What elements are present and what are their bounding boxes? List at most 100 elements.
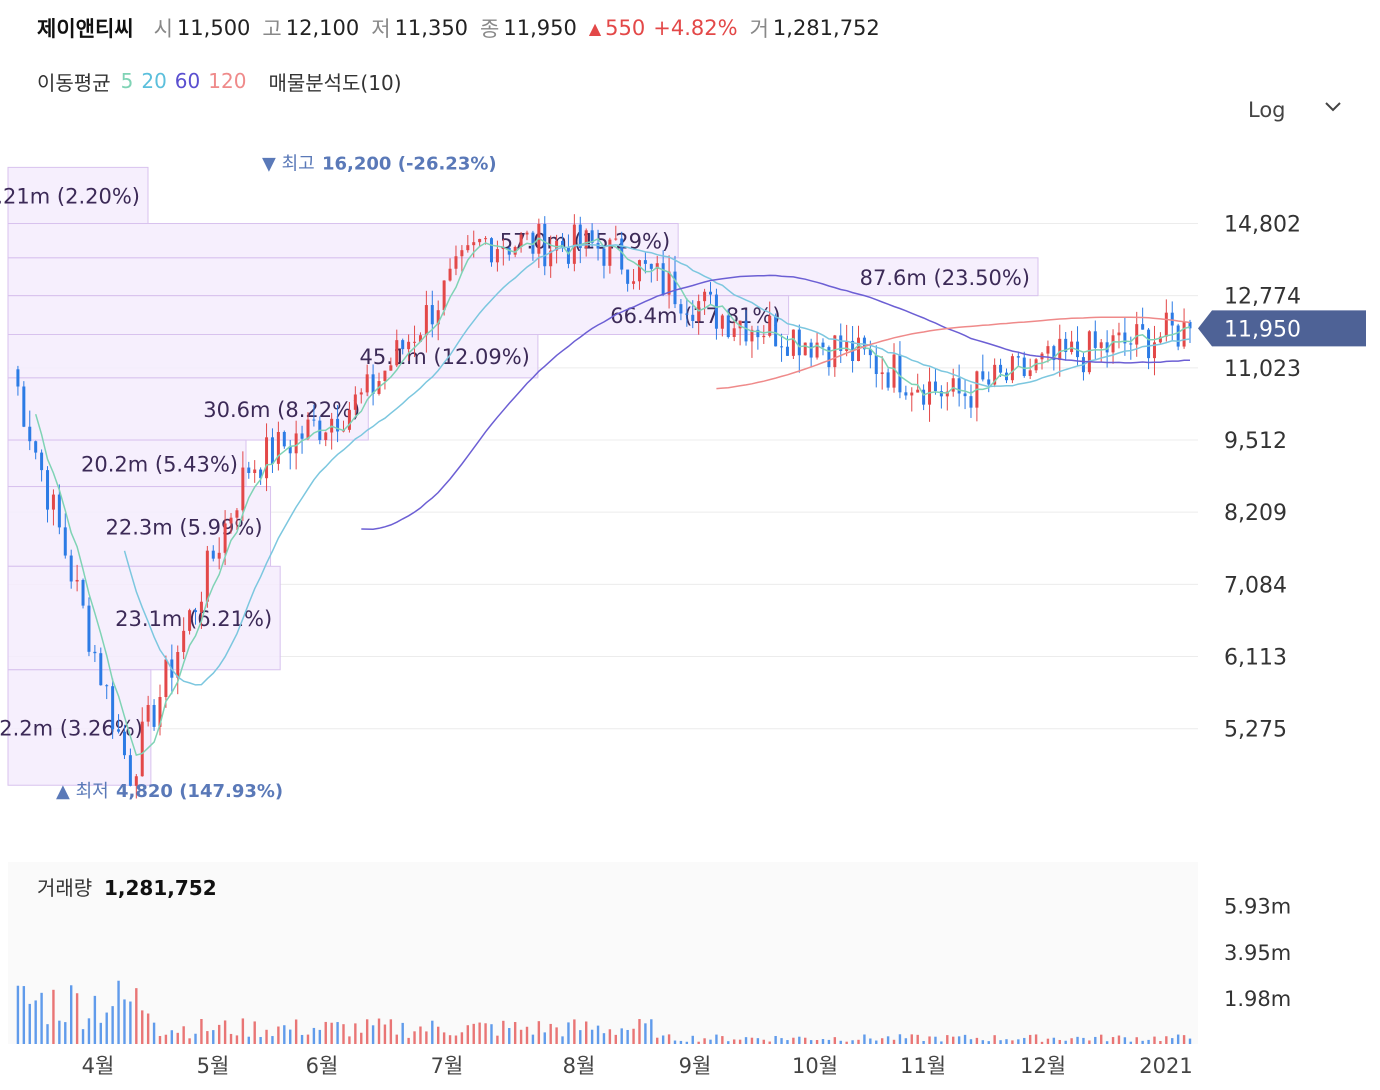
candle-body [939, 391, 943, 397]
candle-body [407, 341, 411, 350]
volume-profile-label: 8.21m (2.20%) [0, 184, 140, 208]
candle-body [1123, 332, 1127, 344]
volume-bar [780, 1038, 783, 1044]
y-tick-label: 7,084 [1224, 573, 1287, 598]
volume-bar [744, 1037, 748, 1044]
volume-bar [253, 1021, 256, 1044]
volume-bar [312, 1027, 316, 1044]
candle-body [732, 328, 736, 337]
candle-body [140, 721, 144, 777]
scale-mode-label[interactable]: Log [1248, 98, 1286, 122]
candle-body [448, 268, 452, 281]
open-value: 11,500 [176, 16, 251, 40]
volume-bar [1165, 1036, 1168, 1044]
candle-body [880, 372, 884, 375]
volume-bar [306, 1034, 310, 1044]
y-tick-label: 9,512 [1224, 429, 1287, 454]
candle-body [1028, 370, 1032, 376]
x-tick-label: 11월 [900, 1054, 946, 1078]
volume-bar [330, 1022, 333, 1044]
volume-bar [508, 1028, 511, 1044]
candle-body [1034, 359, 1038, 371]
candle-body [590, 230, 594, 243]
candle-body [395, 340, 399, 366]
volume-panel-label: 거래량 [37, 876, 92, 900]
volume-bar [247, 1036, 250, 1044]
candle-body [489, 238, 493, 263]
candle-body [383, 370, 387, 382]
volume-y-tick-label: 3.95m [1224, 941, 1291, 965]
y-tick-label: 14,802 [1224, 213, 1301, 238]
volume-bar [75, 993, 79, 1044]
candle-body [478, 238, 482, 243]
volume-label: 거 [749, 17, 769, 41]
candle-body [466, 245, 470, 251]
candle-body [442, 280, 446, 311]
volume-bar [999, 1040, 1002, 1044]
candle-body [1105, 342, 1109, 353]
candle-body [928, 381, 932, 405]
candle-body [51, 494, 55, 510]
volume-profile-label: 매물분석도(10) [268, 70, 402, 95]
volume-bar [235, 1035, 239, 1044]
volume-bar [898, 1034, 902, 1044]
volume-bar [644, 1023, 647, 1044]
volume-bar [490, 1024, 493, 1044]
volume-bar [946, 1035, 949, 1044]
volume-bar [289, 1029, 292, 1044]
volume-bar [1182, 1035, 1186, 1044]
volume-bar [1023, 1037, 1026, 1044]
x-tick-label: 5월 [197, 1054, 230, 1078]
volume-bar [886, 1036, 890, 1044]
y-tick-label: 11,023 [1224, 357, 1301, 382]
volume-bar [64, 1022, 67, 1044]
candle-body [282, 431, 286, 447]
volume-bar [798, 1036, 801, 1044]
candle-body [969, 396, 973, 408]
volume-bar [585, 1021, 588, 1044]
candle-body [454, 256, 458, 269]
volume-bar [87, 1018, 91, 1044]
volume-bar [1088, 1040, 1091, 1044]
x-tick-label: 9월 [679, 1054, 712, 1078]
candle-body [933, 381, 937, 392]
last-price-tag [1198, 310, 1366, 347]
volume-bar [259, 1036, 262, 1044]
indicator-legend[interactable]: 이동평균 5 20 60 120 매물분석도(10) [37, 66, 410, 96]
candle-body [667, 271, 671, 295]
candle-body [188, 610, 192, 631]
volume-bar [431, 1020, 434, 1044]
candle-body [365, 374, 369, 393]
candle-body [738, 320, 742, 329]
candle-body [697, 301, 701, 321]
min-annotation-value: 4,820 (147.93%) [116, 781, 283, 802]
chevron-down-icon[interactable] [1322, 96, 1344, 118]
volume-bar [768, 1041, 771, 1044]
volume-bar [1052, 1037, 1056, 1044]
volume-bar [1141, 1040, 1144, 1044]
candle-body [774, 315, 778, 347]
candle-body [87, 605, 91, 652]
volume-profile-label: 57.0m (15.29%) [500, 230, 670, 254]
volume-bar [963, 1034, 967, 1044]
candle-body [152, 704, 156, 727]
volume-bar [152, 1022, 156, 1044]
candle-body [1058, 338, 1062, 361]
x-tick-label: 12월 [1020, 1054, 1066, 1078]
volume-bar [709, 1039, 712, 1044]
volume-bar [679, 1040, 683, 1044]
volume-profile-bar [7, 439, 247, 488]
candle-body [294, 433, 298, 454]
volume-bar [194, 1033, 197, 1044]
candle-body [981, 371, 985, 380]
volume-bar [940, 1041, 943, 1044]
volume-bar [413, 1031, 416, 1044]
volume-bar [620, 1028, 623, 1044]
volume-bar [922, 1040, 925, 1044]
candle-body [951, 378, 955, 392]
max-annotation-label: ▼ 최고 [262, 153, 315, 174]
volume-bar [804, 1037, 807, 1044]
volume-profile-bar [7, 486, 272, 567]
volume-bar [703, 1038, 706, 1044]
